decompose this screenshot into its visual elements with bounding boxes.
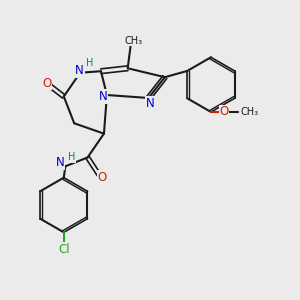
Text: N: N xyxy=(99,90,108,103)
Text: H: H xyxy=(68,152,76,162)
Text: O: O xyxy=(42,76,52,90)
Text: H: H xyxy=(86,58,93,68)
Text: CH₃: CH₃ xyxy=(241,107,259,117)
Text: N: N xyxy=(146,97,154,110)
Text: O: O xyxy=(98,170,107,184)
Text: O: O xyxy=(219,106,229,118)
Text: N: N xyxy=(75,64,84,77)
Text: Cl: Cl xyxy=(58,243,70,256)
Text: CH₃: CH₃ xyxy=(124,36,143,46)
Text: N: N xyxy=(56,156,64,169)
